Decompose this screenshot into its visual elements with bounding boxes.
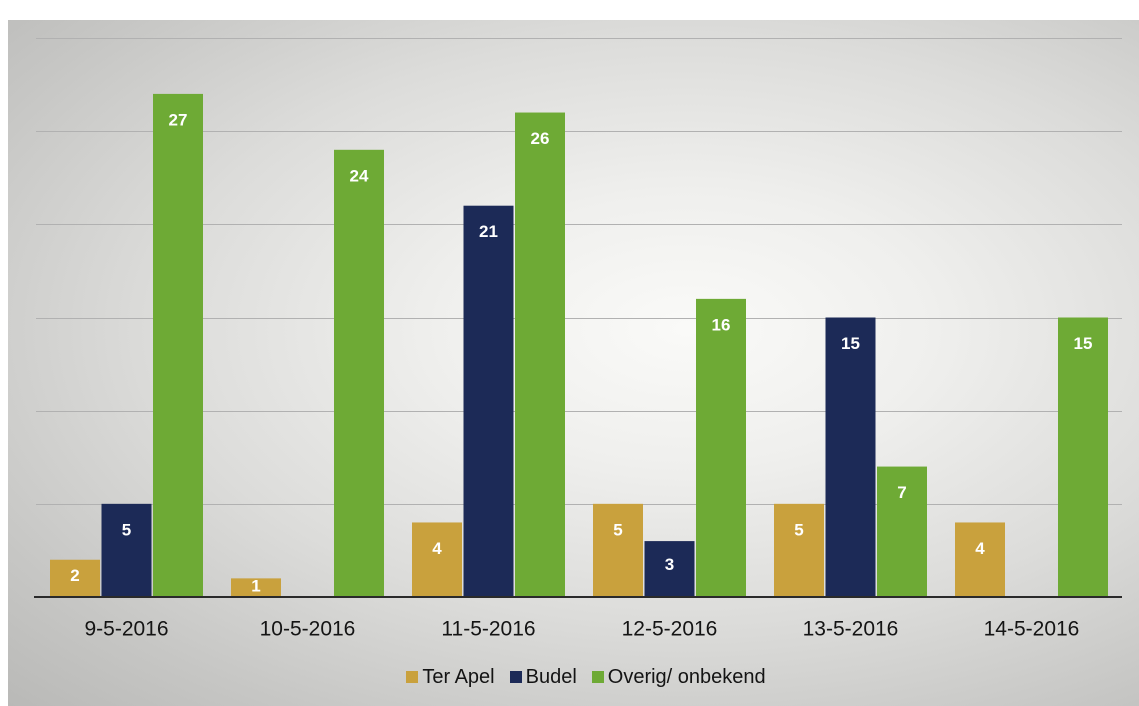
bar-ter-apel-11-5-2016 <box>412 522 462 597</box>
x-tick-label-11-5-2016: 11-5-2016 <box>441 618 535 641</box>
data-label-overig-onbekend-12-5-2016: 16 <box>712 315 731 334</box>
legend-swatch-ter-apel <box>406 671 419 683</box>
data-label-ter-apel-11-5-2016: 4 <box>432 539 442 558</box>
data-label-overig-onbekend-9-5-2016: 27 <box>169 110 188 129</box>
bar-ter-apel-9-5-2016 <box>50 559 100 597</box>
data-label-ter-apel-9-5-2016: 2 <box>70 566 79 585</box>
legend-swatch-overig-onbekend <box>591 671 604 683</box>
bar-ter-apel-10-5-2016 <box>231 578 281 597</box>
bar-budel-11-5-2016 <box>463 205 514 597</box>
data-label-overig-onbekend-10-5-2016: 24 <box>350 166 369 185</box>
data-label-overig-onbekend-11-5-2016: 26 <box>531 129 550 148</box>
x-tick-label-10-5-2016: 10-5-2016 <box>260 618 356 641</box>
data-label-ter-apel-14-5-2016: 4 <box>975 539 985 558</box>
x-tick-label-14-5-2016: 14-5-2016 <box>984 618 1080 641</box>
data-label-budel-11-5-2016: 21 <box>479 222 498 241</box>
bar-overig-onbekend-11-5-2016 <box>515 112 565 598</box>
bar-overig-onbekend-12-5-2016 <box>696 298 746 597</box>
data-label-budel-9-5-2016: 5 <box>122 520 131 539</box>
data-label-ter-apel-12-5-2016: 5 <box>613 520 622 539</box>
legend-item-budel: Budel <box>509 665 577 689</box>
legend: Ter Apel Budel Overig/ onbekend <box>36 664 1136 690</box>
legend-label-overig-onbekend: Overig/ onbekend <box>607 665 766 688</box>
data-label-ter-apel-13-5-2016: 5 <box>794 520 803 539</box>
data-label-ter-apel-10-5-2016: 1 <box>251 577 260 596</box>
data-label-budel-13-5-2016: 15 <box>841 334 860 353</box>
data-label-overig-onbekend-13-5-2016: 7 <box>897 483 906 502</box>
x-tick-label-9-5-2016: 9-5-2016 <box>84 618 168 641</box>
bar-ter-apel-12-5-2016 <box>593 503 643 597</box>
bar-ter-apel-13-5-2016 <box>774 503 824 597</box>
legend-label-ter-apel: Ter Apel <box>422 665 495 688</box>
legend-item-overig-onbekend: Overig/ onbekend <box>591 665 766 689</box>
legend-swatch-budel <box>509 671 522 683</box>
x-tick-label-12-5-2016: 12-5-2016 <box>622 618 718 641</box>
data-label-overig-onbekend-14-5-2016: 15 <box>1074 334 1093 353</box>
x-tick-label-13-5-2016: 13-5-2016 <box>803 618 899 641</box>
data-label-budel-12-5-2016: 3 <box>665 555 674 574</box>
legend-item-ter-apel: Ter Apel <box>406 665 495 689</box>
bar-budel-9-5-2016 <box>101 503 152 597</box>
legend-label-budel: Budel <box>525 665 577 688</box>
bar-overig-onbekend-9-5-2016 <box>153 93 203 598</box>
bar-overig-onbekend-10-5-2016 <box>334 149 384 598</box>
bar-budel-13-5-2016 <box>825 317 876 597</box>
bar-ter-apel-14-5-2016 <box>955 522 1005 597</box>
bar-overig-onbekend-13-5-2016 <box>877 466 927 597</box>
bar-budel-12-5-2016 <box>644 541 695 597</box>
bar-overig-onbekend-14-5-2016 <box>1058 317 1108 597</box>
